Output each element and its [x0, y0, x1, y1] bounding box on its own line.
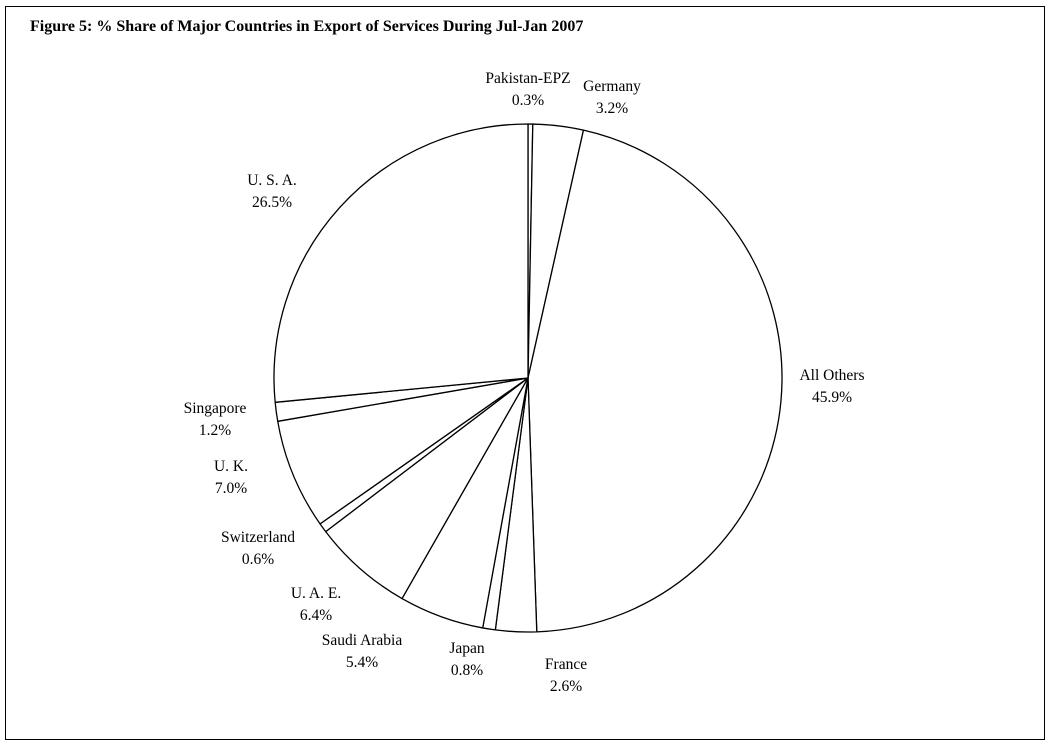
- pie-slice-all-others: [528, 130, 782, 632]
- slice-name-saudi-arabia: Saudi Arabia: [322, 630, 403, 652]
- slice-value-france: 2.6%: [545, 676, 587, 698]
- slice-value-germany: 3.2%: [583, 98, 641, 120]
- slice-name-uk: U. K.: [214, 456, 248, 478]
- slice-name-singapore: Singapore: [184, 398, 247, 420]
- slice-label-uae: U. A. E. 6.4%: [291, 583, 341, 627]
- slice-name-all-others: All Others: [799, 365, 864, 387]
- slice-value-pakistan-epz: 0.3%: [485, 90, 570, 112]
- slice-label-germany: Germany 3.2%: [583, 76, 641, 120]
- slice-label-switzerland: Switzerland 0.6%: [221, 527, 295, 571]
- slice-value-uk: 7.0%: [214, 478, 248, 500]
- slice-label-pakistan-epz: Pakistan-EPZ 0.3%: [485, 68, 570, 112]
- slice-label-all-others: All Others 45.9%: [799, 365, 864, 409]
- slice-name-pakistan-epz: Pakistan-EPZ: [485, 68, 570, 90]
- slice-label-usa: U. S. A. 26.5%: [247, 170, 297, 214]
- slice-value-switzerland: 0.6%: [221, 549, 295, 571]
- slice-name-usa: U. S. A.: [247, 170, 297, 192]
- slice-value-saudi-arabia: 5.4%: [322, 652, 403, 674]
- slice-label-uk: U. K. 7.0%: [214, 456, 248, 500]
- pie-slice-u-s-a: [274, 124, 528, 402]
- slice-name-france: France: [545, 654, 587, 676]
- slice-value-usa: 26.5%: [247, 192, 297, 214]
- slice-name-uae: U. A. E.: [291, 583, 341, 605]
- slice-name-japan: Japan: [449, 638, 484, 660]
- slice-name-germany: Germany: [583, 76, 641, 98]
- slice-label-saudi-arabia: Saudi Arabia 5.4%: [322, 630, 403, 674]
- slice-value-singapore: 1.2%: [184, 420, 247, 442]
- slice-name-switzerland: Switzerland: [221, 527, 295, 549]
- slice-value-uae: 6.4%: [291, 605, 341, 627]
- slice-value-japan: 0.8%: [449, 660, 484, 682]
- slice-value-all-others: 45.9%: [799, 387, 864, 409]
- slice-label-japan: Japan 0.8%: [449, 638, 484, 682]
- slice-label-france: France 2.6%: [545, 654, 587, 698]
- slice-label-singapore: Singapore 1.2%: [184, 398, 247, 442]
